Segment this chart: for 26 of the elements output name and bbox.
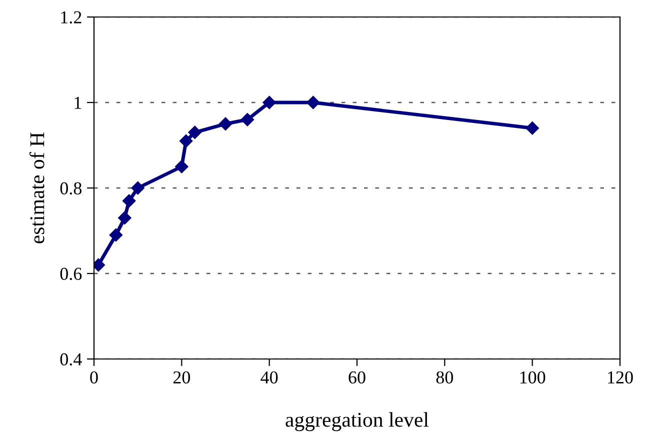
y-axis-title: estimate of H — [29, 132, 44, 244]
x-tick-label: 60 — [348, 371, 366, 384]
point — [118, 211, 132, 225]
y-tick-label: 1 — [74, 96, 82, 109]
point — [526, 122, 539, 135]
x-tick-label: 0 — [90, 371, 98, 384]
point — [109, 228, 123, 242]
point — [240, 113, 254, 126]
y-tick-label: 0.8 — [60, 182, 82, 195]
point — [188, 126, 202, 140]
x-tick-label: 100 — [520, 371, 546, 384]
point — [262, 96, 276, 110]
y-tick-label: 0.4 — [60, 353, 82, 366]
point — [122, 194, 136, 208]
point — [179, 134, 193, 148]
x-axis-title: aggregation level — [286, 412, 429, 432]
point — [175, 160, 188, 174]
point — [306, 96, 320, 110]
point — [131, 181, 144, 195]
x-tick-label: 40 — [260, 371, 278, 384]
point — [218, 117, 232, 130]
x-tick-label: 20 — [173, 371, 190, 384]
x-tick-label: 120 — [608, 371, 633, 384]
y-tick-label: 0.6 — [60, 268, 82, 280]
y-tick-label: 1.2 — [61, 11, 82, 24]
x-tick-label: 80 — [436, 371, 454, 384]
